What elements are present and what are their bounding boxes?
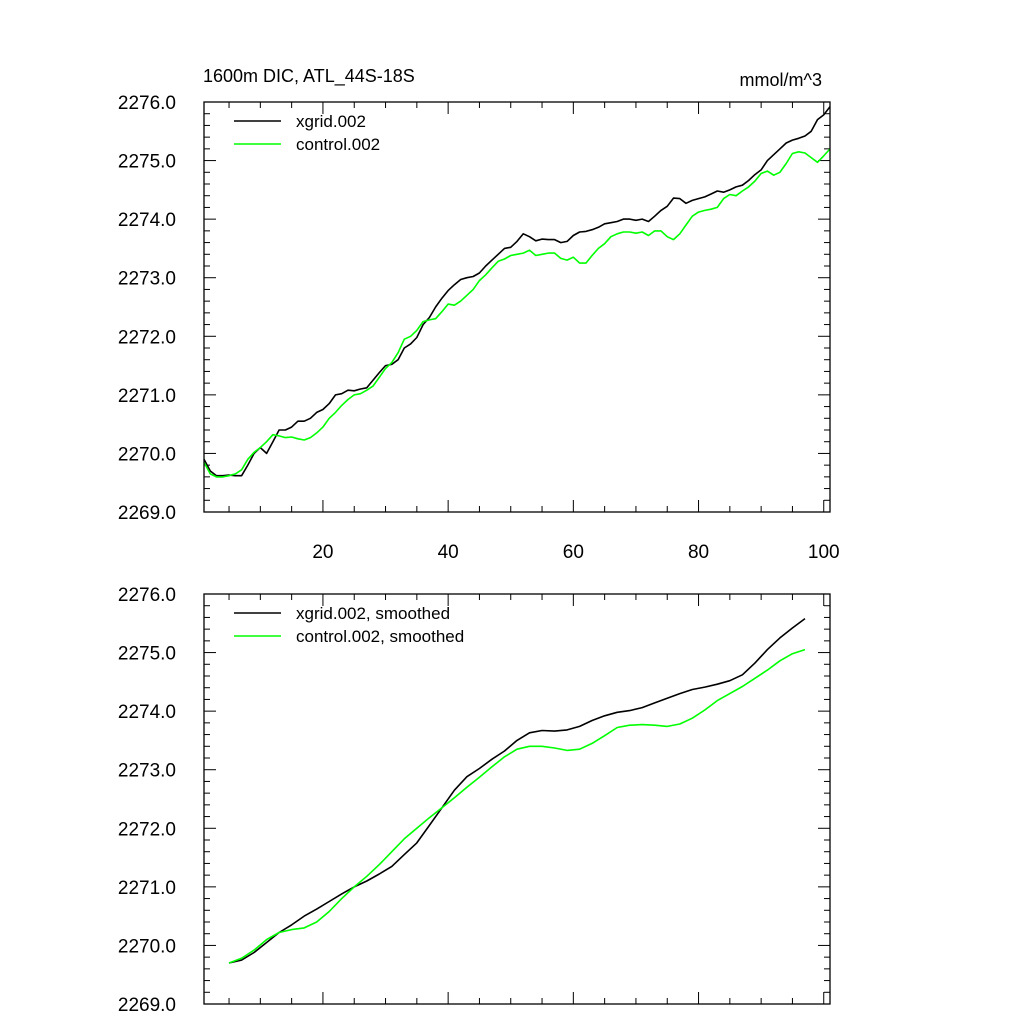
y-tick-label: 2276.0	[118, 93, 176, 114]
chart-bottom: 2269.0 2270.0 2271.0 2272.0 2273.0 2274.0 2275…	[118, 585, 831, 1016]
x-tick-label: 100	[808, 542, 840, 563]
y-tick-label: 2275.0	[118, 644, 176, 665]
legend-label-xgrid-smoothed: xgrid.002, smoothed	[296, 604, 450, 623]
legend-label-control-smoothed: control.002, smoothed	[296, 627, 464, 646]
y-tick-label: 2269.0	[118, 995, 176, 1016]
y-tick-label: 2274.0	[118, 210, 176, 231]
x-tick-label: 60	[563, 542, 584, 563]
y-tick-label: 2276.0	[118, 585, 176, 606]
y-tick-label: 2272.0	[118, 327, 176, 348]
y-tick-label: 2275.0	[118, 152, 176, 173]
y-tick-label: 2273.0	[118, 761, 176, 782]
legend: xgrid.002 control.002	[234, 112, 380, 154]
series-line-control-002-smoothed	[228, 648, 806, 964]
plot-frame	[203, 101, 831, 513]
y-tick-label: 2274.0	[118, 702, 176, 723]
y-tick-label: 2270.0	[118, 444, 176, 465]
x-tick-label: 80	[688, 542, 709, 563]
chart-top: 1600m DIC, ATL_44S-18S mmol/m^3 2269.0 22…	[118, 66, 840, 563]
y-tick-label: 2270.0	[118, 936, 176, 957]
series-line-xgrid-002	[203, 106, 831, 477]
y-tick-label: 2271.0	[118, 386, 176, 407]
units-label: mmol/m^3	[740, 70, 822, 90]
legend-label-control: control.002	[296, 135, 380, 154]
y-tick-label: 2269.0	[118, 503, 176, 524]
legend: xgrid.002, smoothed control.002, smoothe…	[234, 604, 464, 646]
series-line-xgrid-002-smoothed	[228, 617, 806, 964]
series-line-control-002	[203, 148, 831, 478]
x-tick-label: 20	[312, 542, 333, 563]
y-tick-label: 2273.0	[118, 269, 176, 290]
y-tick-label: 2272.0	[118, 819, 176, 840]
y-tick-label: 2271.0	[118, 878, 176, 899]
legend-label-xgrid: xgrid.002	[296, 112, 366, 131]
plot-frame	[203, 593, 831, 1005]
x-tick-label: 40	[438, 542, 459, 563]
chart-title: 1600m DIC, ATL_44S-18S	[203, 66, 415, 87]
